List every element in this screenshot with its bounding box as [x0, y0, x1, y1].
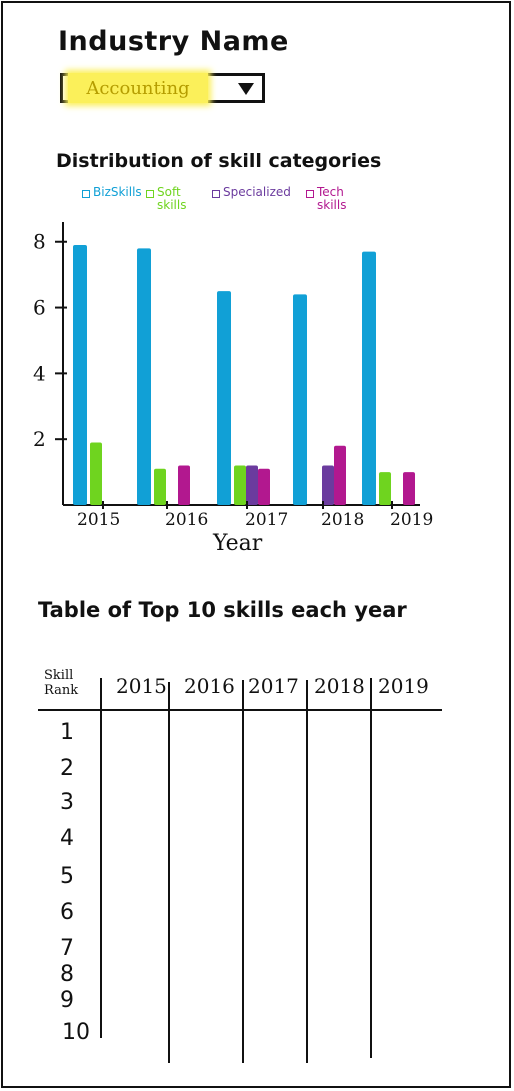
industry-dropdown-value: Accounting: [68, 73, 208, 103]
bar-tech-skills-2018: [334, 445, 346, 505]
legend-swatch-biz: [82, 190, 90, 198]
x-tick-label-2019: 2019: [390, 510, 433, 530]
column-divider-1: [100, 678, 102, 1038]
rank-column-header: Skill Rank: [44, 668, 79, 698]
y-tick-label-8: 8: [33, 230, 46, 254]
table-header-divider: [38, 709, 442, 711]
bar-soft-skills-2015: [90, 442, 102, 505]
bar-soft-skills-2019: [379, 472, 391, 505]
bar-soft-skills-2017: [234, 465, 246, 505]
x-tick-label-2015: 2015: [77, 510, 120, 530]
bar-bizskills-2017: [217, 291, 231, 505]
legend-swatch-tech: [306, 190, 314, 198]
rank-cell-10: 10: [62, 1020, 90, 1045]
legend-swatch-specialized: [212, 190, 220, 198]
bar-specialized-2018: [322, 465, 334, 505]
bar-bizskills-2018: [293, 294, 307, 505]
y-tick-label-4: 4: [33, 361, 46, 385]
skill-distribution-chart: 2 4 6 8 2015 2016 2017 2018 2019 Year: [33, 222, 433, 556]
column-divider-3: [242, 680, 244, 1063]
legend-swatch-soft: [146, 190, 154, 198]
chart-legend: BizSkills Soft skills Specialized Tech s…: [80, 186, 380, 226]
rank-cell-3: 3: [60, 790, 74, 815]
x-tick-label-2017: 2017: [245, 510, 288, 530]
year-column-header-2016: 2016: [184, 674, 235, 698]
bar-specialized-2017: [246, 465, 258, 505]
rank-cell-2: 2: [60, 756, 74, 781]
rank-cell-9: 9: [60, 988, 74, 1013]
rank-cell-5: 5: [60, 864, 74, 889]
bar-bizskills-2015: [73, 245, 87, 505]
y-tick-label-2: 2: [33, 427, 46, 451]
year-column-header-2017: 2017: [248, 674, 299, 698]
bar-tech-skills-2019: [403, 472, 415, 505]
legend-label-tech: Tech skills: [317, 185, 347, 212]
legend-label-soft: Soft skills: [157, 185, 187, 212]
year-column-header-2019: 2019: [378, 674, 429, 698]
legend-label-specialized: Specialized: [223, 185, 291, 199]
year-column-header-2018: 2018: [314, 674, 365, 698]
bar-soft-skills-2016: [154, 468, 166, 505]
industry-dropdown[interactable]: Accounting: [60, 73, 265, 103]
bar-tech-skills-2016: [178, 465, 190, 505]
rank-cell-4: 4: [60, 826, 74, 851]
rank-cell-7: 7: [60, 936, 74, 961]
bar-bizskills-2019: [362, 251, 376, 505]
x-tick-label-2016: 2016: [165, 510, 208, 530]
column-divider-4: [306, 680, 308, 1063]
year-column-header-2015: 2015: [116, 674, 167, 698]
x-axis-label: Year: [212, 531, 263, 556]
rank-cell-1: 1: [60, 720, 74, 745]
legend-item-tech-skills[interactable]: Tech skills: [306, 186, 351, 212]
rank-cell-8: 8: [60, 962, 74, 987]
bar-bizskills-2016: [137, 248, 151, 506]
industry-title: Industry Name: [58, 26, 289, 57]
bar-tech-skills-2017: [258, 468, 270, 505]
rank-cell-6: 6: [60, 900, 74, 925]
y-tick-label-6: 6: [33, 296, 46, 320]
column-divider-5: [370, 678, 372, 1058]
chart-title: Distribution of skill categories: [56, 150, 382, 172]
caret-down-icon[interactable]: [238, 83, 254, 95]
legend-item-soft-skills[interactable]: Soft skills: [146, 186, 191, 212]
top-skills-table: Skill Rank 2015 2016 2017 2018 2019 1 2 3 4 5 6 7 8 9…: [38, 668, 443, 1068]
column-divider-2: [168, 682, 170, 1063]
table-title: Table of Top 10 skills each year: [38, 598, 407, 622]
x-tick-label-2018: 2018: [321, 510, 364, 530]
legend-item-specialized[interactable]: Specialized: [212, 186, 303, 199]
